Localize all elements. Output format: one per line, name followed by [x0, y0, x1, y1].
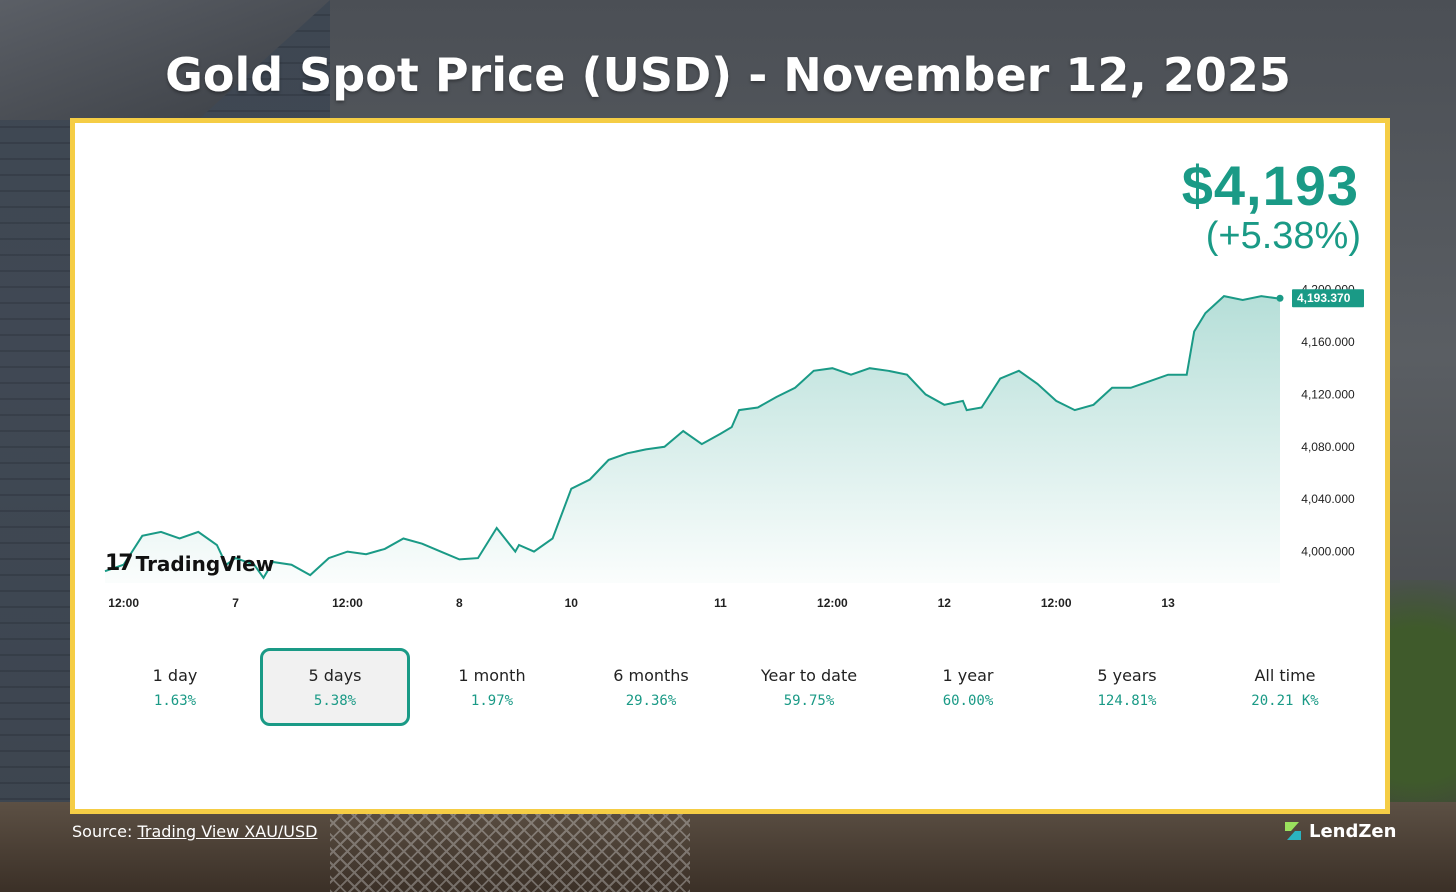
x-tick-label: 12:00 [332, 596, 363, 610]
brand-name: LendZen [1309, 820, 1397, 842]
page-title: Gold Spot Price (USD) - November 12, 202… [165, 48, 1291, 102]
tradingview-watermark: 17 TradingView [105, 551, 274, 576]
period-label: 5 years [1097, 666, 1157, 685]
tradingview-logo-icon: 17 [105, 551, 134, 576]
period-change: 1.63% [153, 693, 197, 709]
last-price-label: 4,193.370 [1292, 289, 1364, 308]
period-label: Year to date [760, 666, 858, 685]
brand-logo: LendZen [1283, 820, 1396, 842]
x-tick-label: 12:00 [108, 596, 139, 610]
period-selector: 1 day 1.63% 5 days 5.38% 1 month 1.97% 6… [100, 648, 1360, 728]
y-tick-label: 4,120.000 [1301, 387, 1355, 401]
chart-card: $4,193 (+5.38%) 4,000.000 4,040.000 4,080.… [70, 118, 1390, 814]
y-tick-label: 4,160.000 [1301, 335, 1355, 349]
x-tick-label: 8 [456, 596, 463, 610]
period-1-day[interactable]: 1 day 1.63% [100, 648, 250, 726]
background-street [0, 802, 1456, 892]
period-change: 1.97% [470, 693, 514, 709]
x-tick-label: 13 [1161, 596, 1175, 610]
period-1-year[interactable]: 1 year 60.00% [893, 648, 1043, 726]
price-line [104, 295, 1281, 580]
y-axis: 4,000.000 4,040.000 4,080.000 4,120.000 4,16… [1301, 283, 1355, 559]
y-tick-label: 4,080.000 [1301, 440, 1355, 454]
y-tick-label: 4,040.000 [1301, 492, 1355, 506]
x-tick-label: 10 [565, 596, 579, 610]
lendzen-logo-icon [1285, 822, 1301, 840]
x-tick-label: 12:00 [817, 596, 848, 610]
source-link[interactable]: Trading View XAU/USD [137, 822, 318, 841]
period-year-to-date[interactable]: Year to date 59.75% [734, 648, 884, 726]
period-5-days[interactable]: 5 days 5.38% [260, 648, 410, 726]
period-1-month[interactable]: 1 month 1.97% [417, 648, 567, 726]
last-price-dot [1276, 294, 1284, 302]
tradingview-wordmark: TradingView [135, 551, 275, 576]
x-axis: 12:00 7 12:00 8 10 11 12:00 12 12:00 13 [108, 596, 1175, 610]
period-change: 29.36% [625, 693, 677, 709]
period-label: All time [1254, 666, 1316, 685]
x-tick-label: 7 [232, 596, 239, 610]
source-prefix: Source: [72, 822, 133, 841]
x-tick-label: 12:00 [1041, 596, 1072, 610]
x-tick-label: 12 [938, 596, 952, 610]
source-note: Source: Trading View XAU/USD [72, 822, 317, 841]
period-change: 20.21 K% [1251, 693, 1319, 709]
y-tick-label: 4,000.000 [1301, 545, 1355, 559]
period-label: 1 month [458, 666, 526, 685]
price-area [105, 296, 1280, 583]
period-change: 59.75% [783, 693, 835, 709]
headline-change: (+5.38%) [1205, 215, 1361, 257]
headline-price: $4,193 [1181, 154, 1359, 217]
period-change: 5.38% [313, 693, 357, 709]
period-label: 1 day [152, 666, 198, 685]
background-lattice [330, 802, 690, 892]
period-label: 1 year [942, 666, 994, 685]
period-change: 124.81% [1097, 693, 1157, 709]
period-6-months[interactable]: 6 months 29.36% [576, 648, 726, 726]
price-chart: 4,000.000 4,040.000 4,080.000 4,120.000 4,16… [104, 283, 1364, 610]
period-change: 60.00% [942, 693, 994, 709]
period-5-years[interactable]: 5 years 124.81% [1052, 648, 1202, 726]
last-price-value: 4,193.370 [1297, 291, 1351, 305]
period-label: 6 months [613, 666, 689, 685]
period-label: 5 days [308, 666, 362, 685]
period-all-time[interactable]: All time 20.21 K% [1210, 648, 1360, 726]
x-tick-label: 11 [714, 596, 727, 610]
